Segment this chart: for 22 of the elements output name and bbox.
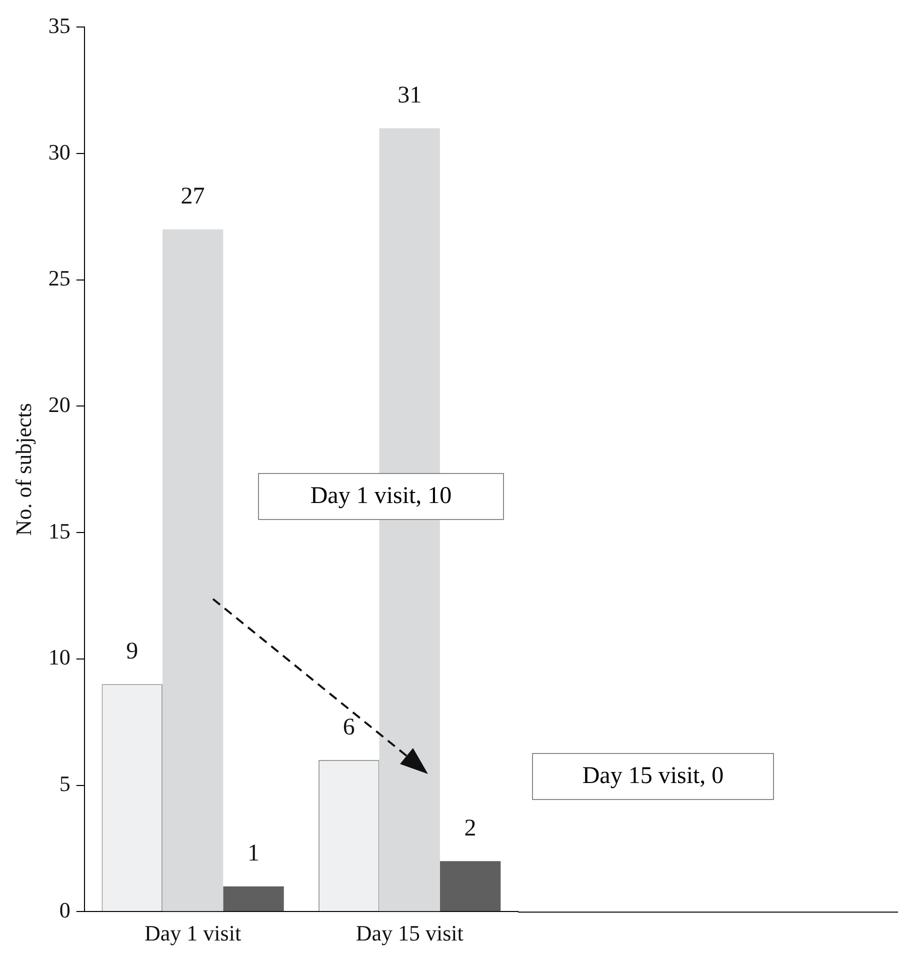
note-box: Day 1 visit, 10 — [258, 473, 504, 520]
data-label: 9 — [126, 638, 138, 664]
data-label: 31 — [398, 82, 422, 109]
data-label: 6 — [342, 714, 355, 740]
y-tick-label: 5 — [59, 771, 70, 796]
note-box: Day 15 visit, 0 — [532, 753, 774, 800]
y-tick-label: 30 — [48, 139, 70, 164]
y-tick-label: 0 — [59, 897, 70, 922]
data-label: 2 — [464, 815, 476, 842]
x-tick-label: Day 15 visit — [356, 920, 464, 946]
data-label: 27 — [180, 184, 205, 210]
y-tick-label: 35 — [48, 12, 70, 38]
bar — [162, 229, 224, 912]
bar — [440, 861, 501, 912]
y-tick-label: 20 — [48, 392, 70, 418]
y-axis-title: No. of subjects — [10, 403, 36, 536]
y-tick-label: 15 — [48, 518, 70, 544]
y-tick-label: 10 — [48, 644, 70, 670]
x-tick-label: Day 1 visit — [144, 920, 242, 946]
data-label: 1 — [248, 840, 260, 867]
y-tick-label: 25 — [48, 266, 70, 291]
bar — [223, 886, 284, 912]
